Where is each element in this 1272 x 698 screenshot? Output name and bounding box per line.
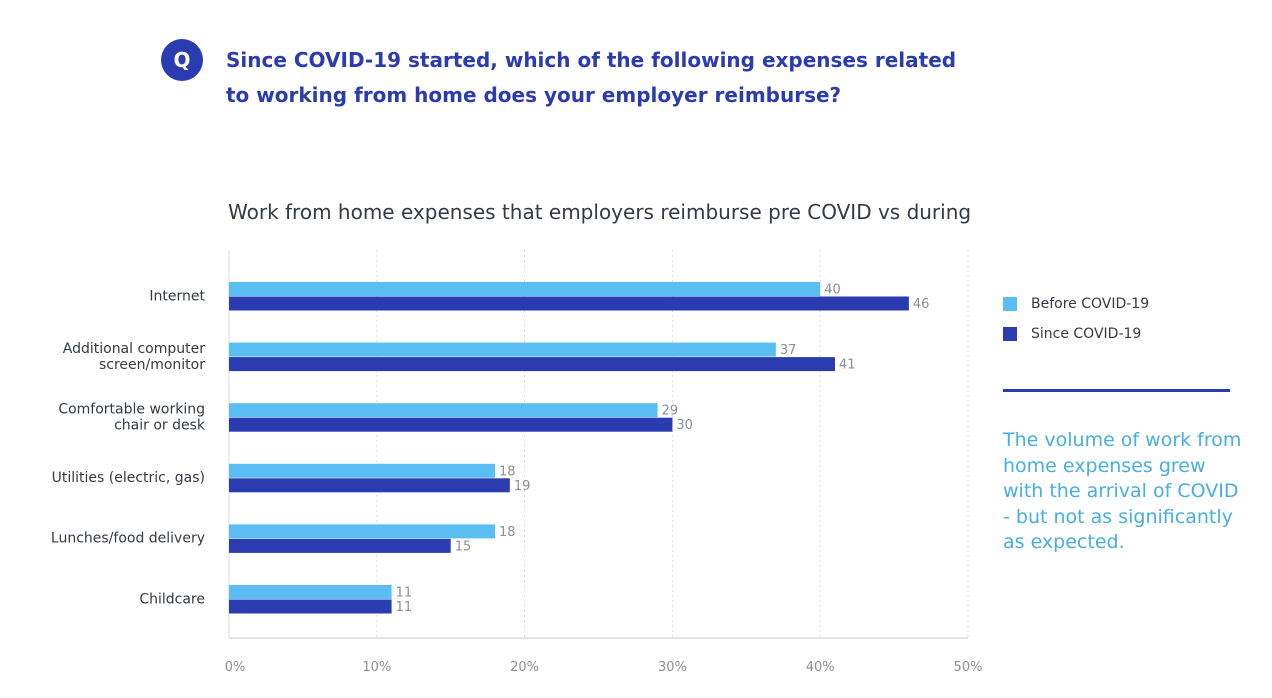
bar-value-label: 30 [676, 418, 693, 433]
divider [1003, 389, 1230, 392]
x-tick-label: 50% [954, 660, 983, 675]
bar-since-covid [229, 296, 909, 311]
bar-value-label: 41 [839, 358, 856, 373]
bar-value-label: 15 [455, 539, 472, 554]
category-label: Comfortable working chair or desk [58, 401, 206, 433]
bar-since-covid [229, 538, 451, 553]
bar-since-covid [229, 357, 835, 372]
bar-since-covid [229, 599, 392, 614]
x-tick-label: 40% [806, 660, 835, 675]
bar-value-label: 29 [662, 404, 679, 419]
bar-since-covid [229, 478, 510, 493]
category-label: Additional computer screen/monitor [63, 341, 205, 373]
bar-value-label: 18 [499, 464, 516, 479]
category-label: Utilities (electric, gas) [52, 470, 205, 486]
legend-swatch-before [1003, 297, 1017, 311]
x-axis-ticks: 0% 10% 20% 30% 40% 50% [225, 660, 983, 675]
category-label: Lunches/food delivery [51, 531, 205, 547]
bar-since-covid [229, 417, 673, 432]
legend-label-since: Since COVID-19 [1031, 326, 1142, 342]
category-label: Childcare [139, 591, 205, 607]
x-tick-label: 20% [510, 660, 539, 675]
chart-title: Work from home expenses that employers r… [228, 200, 972, 224]
insight-text: The volume of work from home expenses gr… [1003, 429, 1242, 553]
category-label: Internet [149, 288, 205, 304]
bar-value-label: 18 [499, 525, 516, 540]
bar-before-covid [229, 463, 496, 478]
gridlines [228, 250, 969, 639]
legend-swatch-since [1003, 327, 1017, 341]
x-tick-label: 10% [362, 660, 391, 675]
bar-before-covid [229, 403, 658, 418]
question-badge: Q [161, 39, 203, 81]
legend-item-before: Before COVID-19 [1003, 289, 1149, 319]
bars [229, 282, 909, 614]
bar-value-label: 19 [514, 479, 531, 494]
bar-before-covid [229, 585, 392, 599]
question-text: Since COVID-19 started, which of the fol… [226, 48, 957, 107]
category-labels: Internet Additional computer screen/monito… [51, 288, 206, 607]
legend: Before COVID-19 Since COVID-19 [1003, 289, 1149, 349]
legend-item-since: Since COVID-19 [1003, 319, 1149, 349]
bar-before-covid [229, 342, 776, 357]
bar-value-label: 11 [396, 586, 413, 601]
bar-before-covid [229, 524, 496, 539]
bar-value-label: 11 [396, 600, 413, 615]
x-tick-label: 30% [658, 660, 687, 675]
bar-value-label: 46 [913, 297, 930, 312]
x-tick-label: 0% [225, 660, 246, 675]
bar-value-label: 40 [824, 283, 841, 298]
bar-value-label: 37 [780, 343, 797, 358]
bar-before-covid [229, 282, 821, 296]
legend-label-before: Before COVID-19 [1031, 296, 1150, 312]
